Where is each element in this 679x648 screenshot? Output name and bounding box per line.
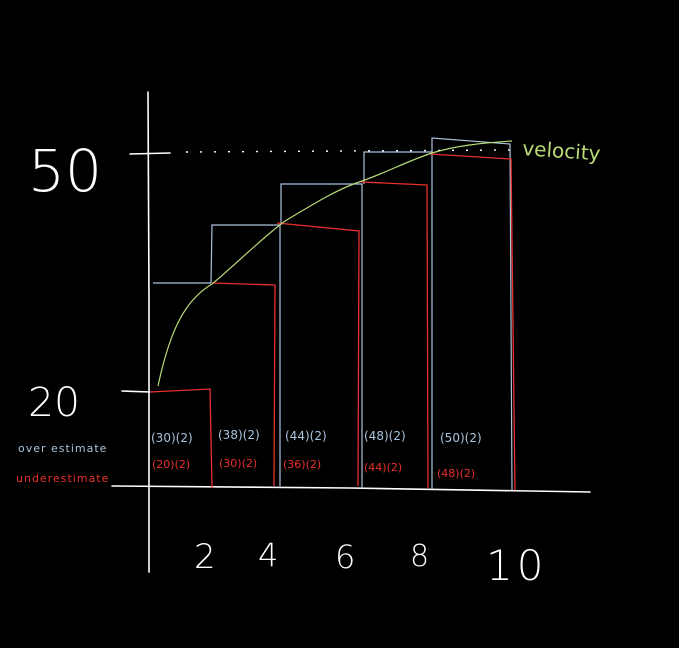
x-label-6: 6 [335, 538, 355, 576]
legend-underestimate: underestimate [16, 472, 109, 485]
x-label-4: 4 [258, 536, 278, 574]
guide-line-50 [185, 149, 511, 153]
over-estimate-labels: (30)(2) (38)(2) (44)(2) (48)(2) (50)(2) [151, 428, 482, 445]
under-rect-4 [360, 181, 429, 489]
under-estimate-labels: (20)(2) (30)(2) (36)(2) (44)(2) (48)(2) [152, 457, 475, 480]
x-axis [111, 485, 591, 493]
y-tick-20 [121, 390, 151, 393]
over-label-2: (38)(2) [218, 428, 260, 442]
x-label-10: 10 [486, 541, 547, 590]
under-rect-2 [211, 282, 276, 487]
under-rect-5 [429, 153, 516, 491]
over-rect-5 [431, 137, 513, 491]
velocity-label: velocity [522, 136, 602, 165]
under-label-3: (36)(2) [283, 458, 321, 471]
under-label-4: (44)(2) [364, 461, 402, 474]
legend-over-estimate: over estimate [18, 442, 107, 455]
over-label-4: (48)(2) [364, 429, 406, 443]
over-label-1: (30)(2) [151, 431, 193, 445]
under-rect-3 [276, 222, 360, 487]
over-rect-2 [210, 224, 281, 486]
x-label-8: 8 [410, 539, 429, 574]
y-label-20: 20 [28, 380, 80, 426]
y-axis [147, 91, 150, 573]
x-label-2: 2 [194, 537, 216, 577]
y-tick-50 [129, 152, 171, 155]
axes [111, 91, 591, 573]
under-label-5: (48)(2) [437, 467, 475, 480]
over-label-5: (50)(2) [440, 431, 482, 445]
over-label-3: (44)(2) [285, 429, 327, 443]
y-label-50: 50 [28, 137, 102, 205]
under-label-2: (30)(2) [219, 457, 257, 470]
over-rect-4 [363, 151, 433, 489]
x-axis-labels: 2 4 6 8 10 [194, 536, 547, 590]
under-rect-1 [149, 388, 213, 489]
over-rect-3 [280, 183, 363, 488]
under-estimate-rects [149, 153, 516, 491]
under-label-1: (20)(2) [152, 458, 190, 471]
velocity-curve [157, 140, 513, 387]
over-estimate-rects [153, 137, 513, 491]
